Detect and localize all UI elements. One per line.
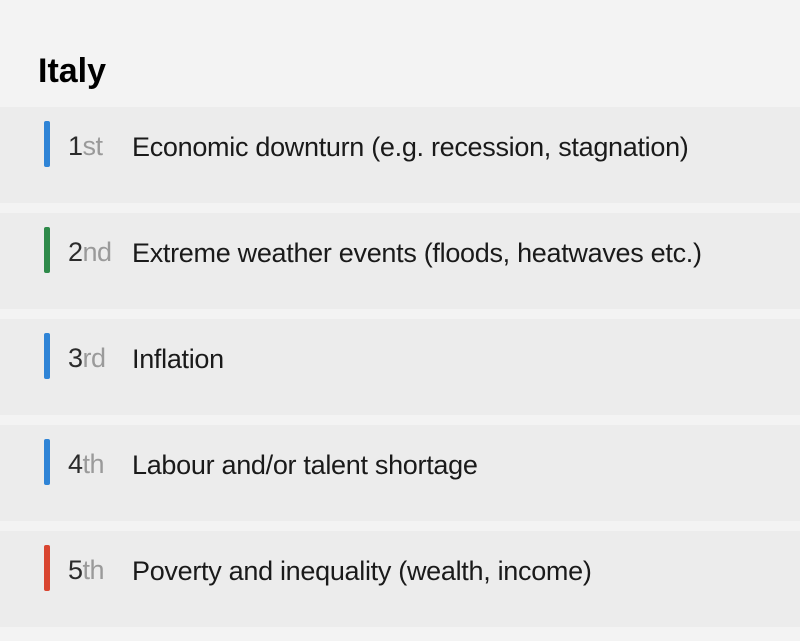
risk-label: Economic downturn (e.g. recession, stagn… (122, 125, 774, 165)
rank-number: 5 (68, 555, 83, 585)
risk-label: Poverty and inequality (wealth, income) (122, 549, 774, 589)
rank-ordinal: nd (83, 237, 112, 267)
rank-number: 2 (68, 237, 83, 267)
rank-label: 5th (44, 549, 122, 588)
rank-label: 1st (44, 125, 122, 164)
accent-bar (44, 121, 50, 167)
risk-row: 3rd Inflation (0, 319, 800, 415)
risk-label: Labour and/or talent shortage (122, 443, 774, 483)
rank-ordinal: th (83, 449, 105, 479)
risk-row: 2nd Extreme weather events (floods, heat… (0, 213, 800, 309)
risk-label: Extreme weather events (floods, heatwave… (122, 231, 774, 271)
rank-number: 1 (68, 131, 83, 161)
accent-bar (44, 227, 50, 273)
rank-label: 3rd (44, 337, 122, 376)
risk-label: Inflation (122, 337, 774, 377)
risk-row: 5th Poverty and inequality (wealth, inco… (0, 531, 800, 627)
rank-number: 3 (68, 343, 83, 373)
rank-ordinal: rd (83, 343, 106, 373)
rows-wrapper: 1st Economic downturn (e.g. recession, s… (0, 107, 800, 627)
risk-row: 4th Labour and/or talent shortage (0, 425, 800, 521)
accent-bar (44, 333, 50, 379)
accent-bar (44, 545, 50, 591)
rank-ordinal: th (83, 555, 105, 585)
rank-ordinal: st (83, 131, 103, 161)
accent-bar (44, 439, 50, 485)
page-title: Italy (38, 52, 762, 91)
risk-row: 1st Economic downturn (e.g. recession, s… (0, 107, 800, 203)
rank-number: 4 (68, 449, 83, 479)
risk-list-container: Italy 1st Economic downturn (e.g. recess… (0, 0, 800, 627)
rank-label: 2nd (44, 231, 122, 270)
rank-label: 4th (44, 443, 122, 482)
